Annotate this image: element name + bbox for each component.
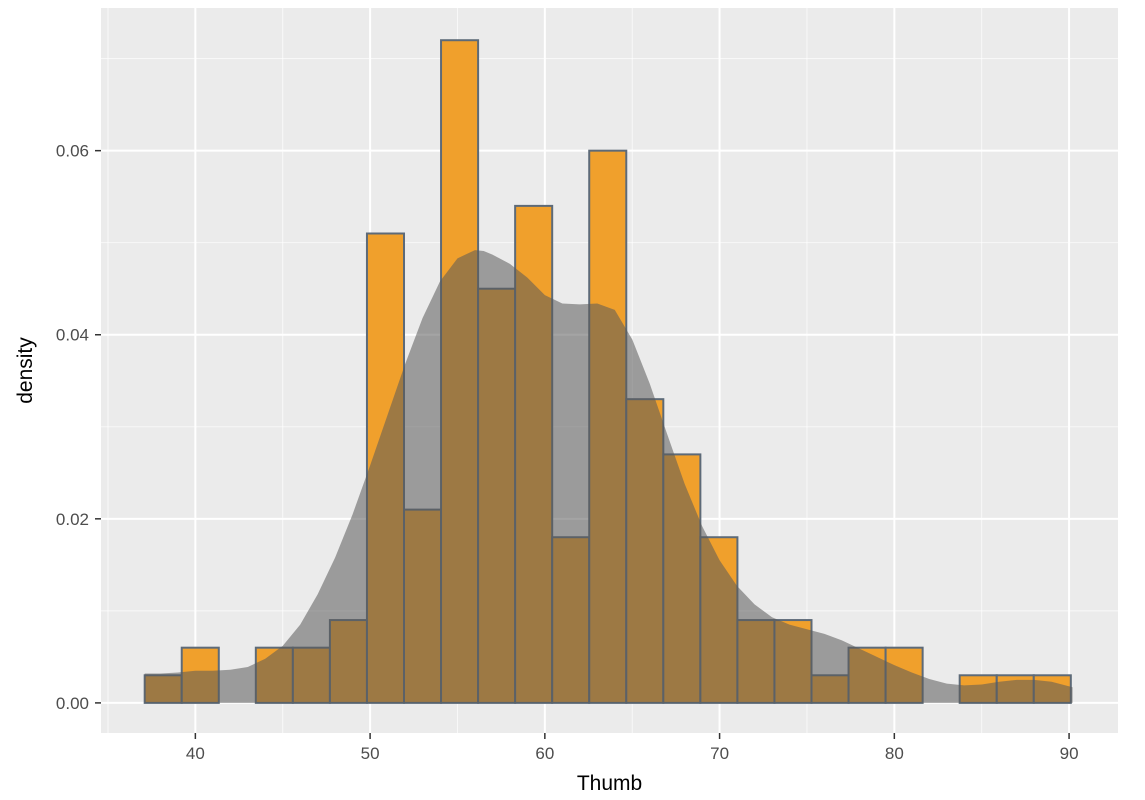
density-area <box>144 250 1073 703</box>
x-axis-ticks: 40 50 60 70 80 90 <box>186 733 1079 763</box>
x-tick-label: 70 <box>710 744 729 763</box>
y-tick-label: 0.00 <box>56 694 89 713</box>
x-tick-label: 50 <box>361 744 380 763</box>
x-tick-label: 40 <box>186 744 205 763</box>
x-axis-title: Thumb <box>577 772 642 795</box>
x-tick-label: 60 <box>535 744 554 763</box>
y-tick-label: 0.02 <box>56 510 89 529</box>
y-tick-label: 0.06 <box>56 142 89 161</box>
density-layer <box>144 250 1073 703</box>
y-axis-ticks: 0.00 0.02 0.04 0.06 <box>56 142 101 713</box>
y-tick-label: 0.04 <box>56 326 89 345</box>
x-tick-label: 90 <box>1060 744 1079 763</box>
x-tick-label: 80 <box>885 744 904 763</box>
y-axis-title: density <box>14 337 37 404</box>
